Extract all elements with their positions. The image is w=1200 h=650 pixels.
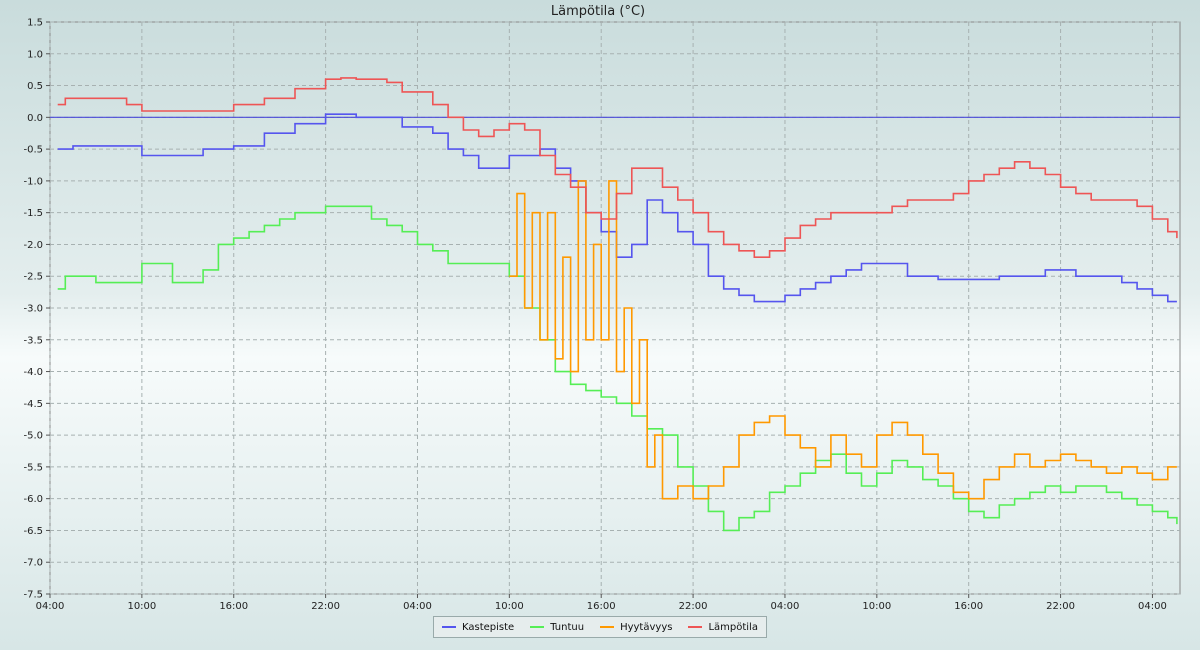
y-tick-label: -3.5 [23, 335, 43, 346]
y-tick-label: -1.5 [23, 208, 43, 219]
series-line-3 [57, 77, 1178, 258]
legend-item-kastepiste: Kastepiste [442, 622, 514, 633]
x-tick-label: 04:00 [771, 601, 800, 612]
series-line-0 [57, 113, 1177, 303]
x-tick-label: 10:00 [127, 601, 156, 612]
chart-title: Lämpötila (°C) [551, 4, 645, 19]
y-tick-label: -7.5 [23, 590, 43, 601]
x-tick-label: 22:00 [311, 601, 340, 612]
legend-item-tuntuu: Tuntuu [530, 622, 584, 633]
y-tick-label: -0.5 [23, 145, 43, 156]
legend-swatch-icon [688, 626, 703, 628]
y-tick-label: 0.5 [27, 81, 43, 92]
legend-swatch-icon [442, 626, 456, 628]
legend-swatch-icon [600, 626, 615, 628]
series-line-1 [57, 205, 1178, 532]
x-tick-label: 10:00 [862, 601, 891, 612]
legend-label: Lämpötila [708, 621, 758, 633]
legend-item-lampotila: Lämpötila [688, 622, 758, 633]
x-tick-label: 22:00 [1046, 601, 1075, 612]
y-tick-label: -7.0 [23, 558, 43, 569]
x-tick-label: 10:00 [495, 601, 524, 612]
y-tick-label: 1.5 [27, 18, 43, 29]
legend-label: Tuntuu [550, 621, 585, 633]
y-tick-label: -5.0 [23, 431, 43, 442]
y-tick-label: -3.0 [23, 304, 43, 315]
y-tick-label: -2.5 [23, 272, 43, 283]
x-tick-label: 04:00 [1138, 601, 1167, 612]
axes: 1.5 1.0 0.5 0.0 -0.5 -1.0 -1.5 -2.0 -2.5 -3.0 -3.5… [23, 18, 1166, 613]
y-tick-label: -6.0 [23, 494, 43, 505]
legend: Kastepiste Tuntuu Hyytävyys Lämpötila [433, 616, 767, 638]
x-tick-label: 04:00 [403, 601, 432, 612]
legend-label: Hyytävyys [620, 621, 673, 633]
y-tick-label: -4.0 [23, 367, 43, 378]
grid-lines [49, 21, 1180, 595]
y-tick-label: -4.5 [23, 399, 43, 410]
y-tick-label: -5.5 [23, 462, 43, 473]
y-tick-label: -2.0 [23, 240, 43, 251]
x-tick-label: 04:00 [36, 601, 65, 612]
x-tick-label: 16:00 [587, 601, 616, 612]
x-tick-label: 16:00 [219, 601, 248, 612]
series-layer [57, 77, 1178, 532]
y-tick-label: -6.5 [23, 526, 43, 537]
legend-label: Kastepiste [462, 621, 515, 633]
y-tick-label: 0.0 [27, 113, 43, 124]
y-tick-label: 1.0 [27, 49, 43, 60]
legend-item-hyytavyys: Hyytävyys [600, 622, 672, 633]
legend-swatch-icon [530, 626, 545, 628]
y-tick-label: -1.0 [23, 176, 43, 187]
x-tick-label: 22:00 [679, 601, 708, 612]
series-line-2 [509, 180, 1177, 500]
x-tick-label: 16:00 [954, 601, 983, 612]
